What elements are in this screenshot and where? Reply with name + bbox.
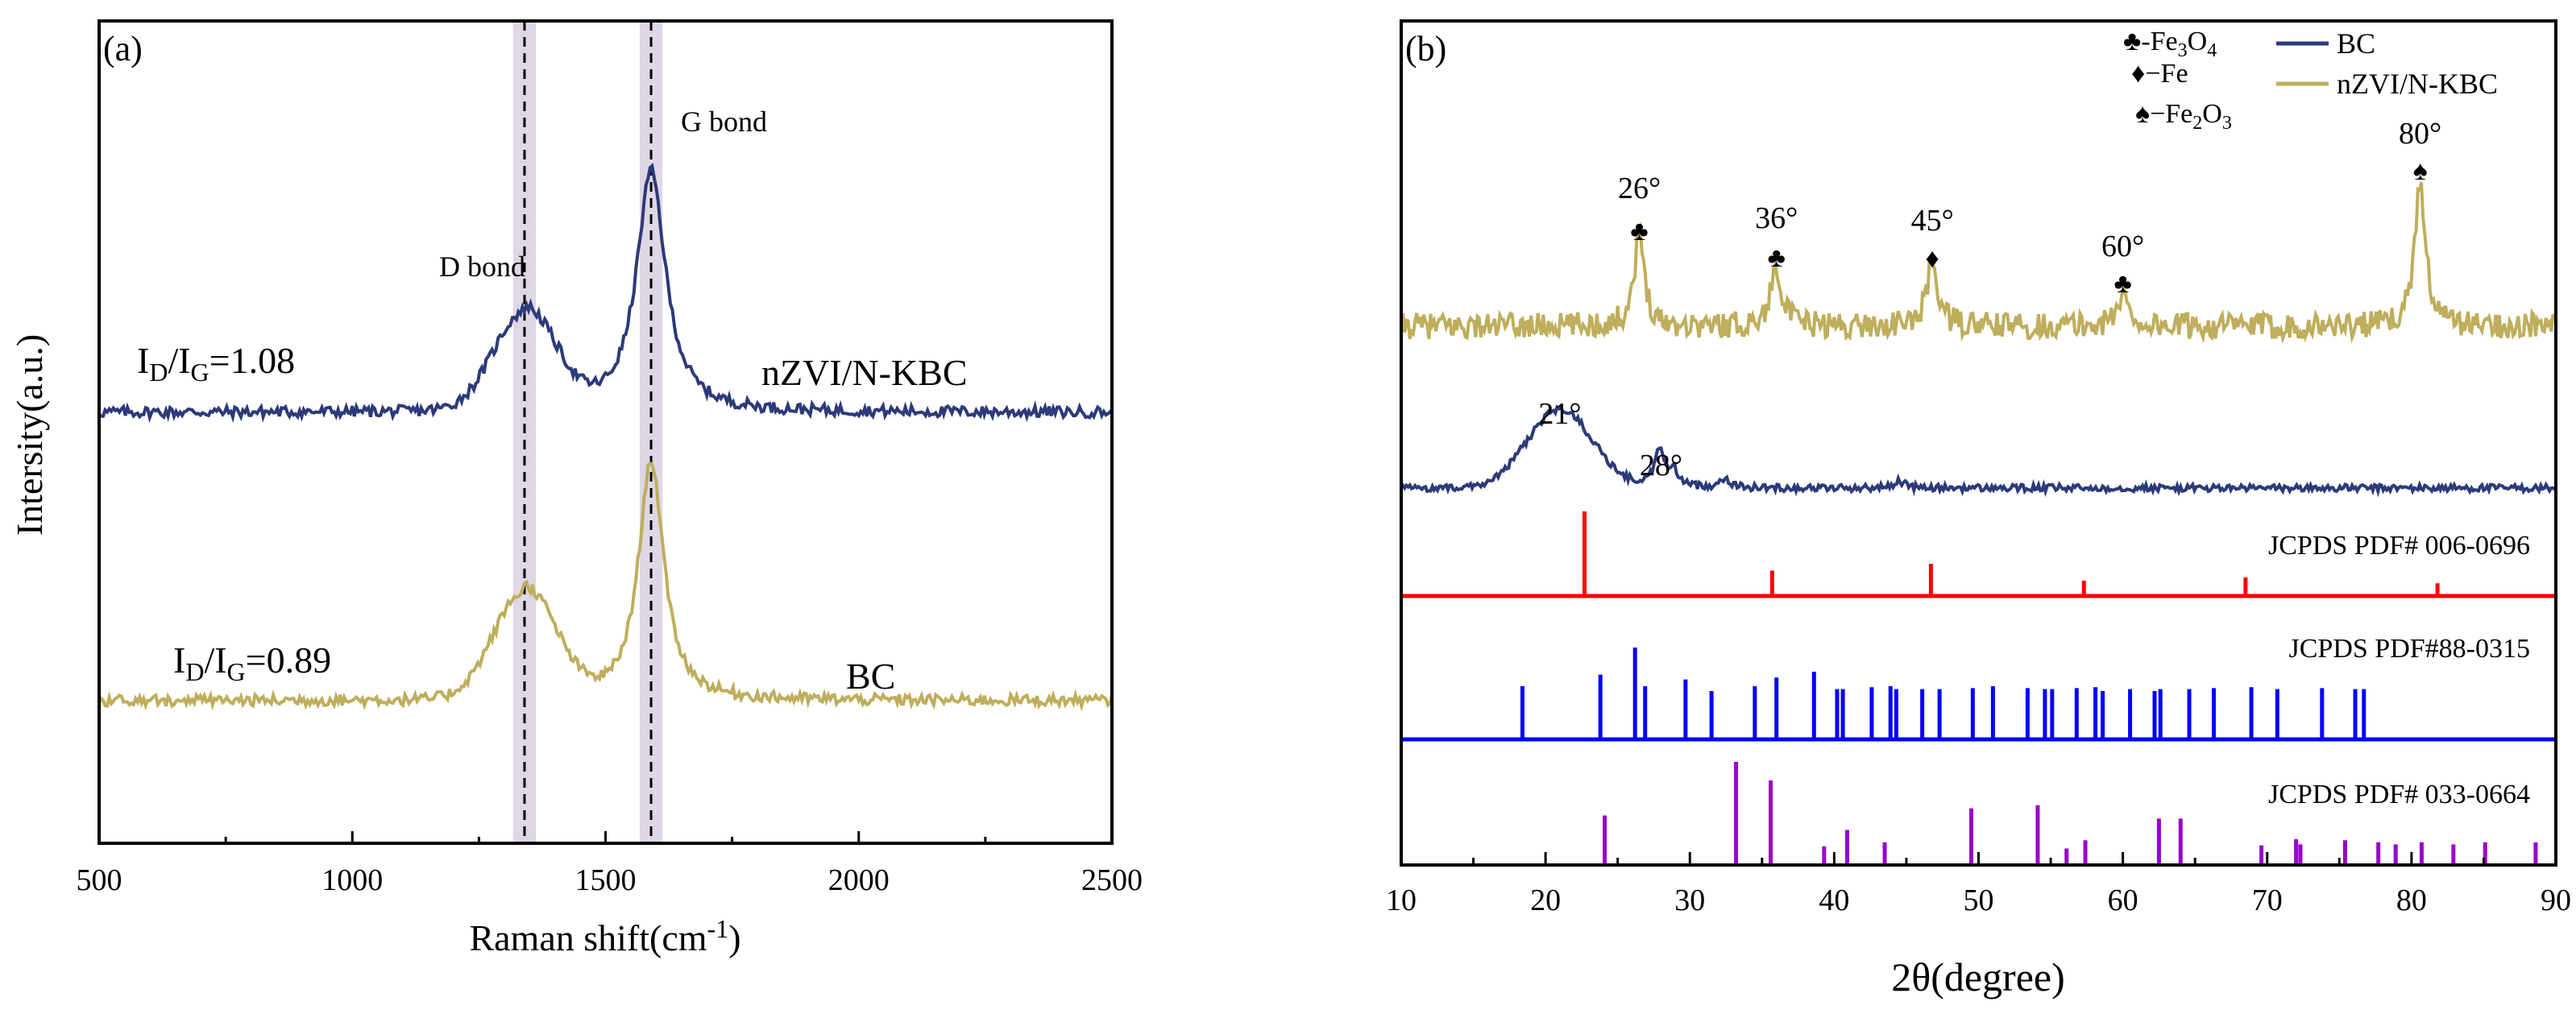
x-tick-label-b: 40 (1819, 884, 1849, 917)
band-center-lines (523, 21, 653, 843)
reference-label: JCPDS PDF# 033-0664 (2268, 780, 2530, 809)
raman-series (97, 163, 1114, 712)
g-band-label: G bond (681, 106, 767, 138)
x-tick-label-b: 90 (2541, 884, 2571, 917)
id-ig-ratio-bottom: ID/IG=0.89 (173, 639, 331, 686)
series-label-nzvi: nZVI/N-KBC (761, 352, 968, 393)
reference-pattern-2: JCPDS PDF#88-0315 (1401, 634, 2556, 742)
plot-frame-a (97, 19, 1114, 845)
x-tick-label-a: 2500 (1081, 863, 1143, 897)
peak-angle-label: 45° (1911, 204, 1954, 238)
x-tick-label-b: 30 (1674, 884, 1705, 917)
x-axis-label-b: 2θ(degree) (1891, 954, 2064, 1000)
xrd-line-bc (1400, 403, 2556, 498)
legend-fe2o3: ♠−Fe2O3 (2135, 99, 2232, 134)
x-axis-label-a: Raman shift(cm-1) (469, 914, 740, 958)
panel-label-b: (b) (1405, 29, 1446, 68)
d-band-label: D bond (439, 250, 525, 283)
panel-label-a: (a) (103, 29, 143, 68)
peak-angle-label: 28° (1640, 449, 1682, 482)
reference-label: JCPDS PDF#88-0315 (2289, 634, 2530, 664)
peak-angle-label: 60° (2101, 230, 2144, 263)
y-axis-label-a: Intersity(a.u.) (9, 334, 50, 536)
x-tick-label-b: 80 (2396, 884, 2427, 917)
series-label-bc: BC (846, 656, 895, 697)
reference-pattern-1: JCPDS PDF# 006-0696 (1401, 511, 2556, 598)
peak-angle-label: 80° (2399, 117, 2441, 151)
peak-phase-symbol: ♦ (1926, 244, 1939, 274)
reference-pattern-3: JCPDS PDF# 033-0664 (1603, 762, 2538, 865)
peak-labels: 26° ♣ 36° ♣ 45° ♦ 60° ♣ 80° ♠ 21° 28° (1538, 117, 2441, 482)
peak-phase-symbol: ♠ (2413, 156, 2428, 186)
x-axis-ticks-b: 10 20 30 40 50 60 70 80 90 (1386, 852, 2571, 917)
panel-a-raman: 500 1000 1500 2000 2500 (a) D bond G bond ID… (9, 19, 1143, 958)
x-tick-label-a: 1500 (575, 863, 637, 897)
x-tick-label-a: 1000 (321, 863, 383, 897)
legend-fe: ♦−Fe (2131, 59, 2188, 89)
x-tick-label-b: 20 (1530, 884, 1561, 917)
reference-patterns: JCPDS PDF# 006-0696 JCPDS PDF#88-0315 JCPD… (1401, 511, 2556, 865)
x-tick-label-b: 70 (2252, 884, 2283, 917)
reference-label: JCPDS PDF# 006-0696 (2268, 531, 2530, 561)
legend-fe3o4: ♣-Fe3O4 (2123, 27, 2217, 61)
legend-label-bc: BC (2337, 27, 2375, 60)
id-ig-ratio-top: ID/IG=1.08 (137, 340, 295, 387)
peak-phase-symbol: ♣ (1630, 217, 1648, 246)
xrd-series (1400, 181, 2557, 498)
x-tick-label-b: 10 (1386, 884, 1417, 917)
x-tick-label-a: 500 (77, 863, 122, 897)
panel-b-xrd: JCPDS PDF# 006-0696 JCPDS PDF#88-0315 JCPD… (1386, 19, 2571, 1000)
legend: ♣-Fe3O4 ♦−Fe ♠−Fe2O3 BC nZVI/N-KBC (2123, 27, 2498, 134)
peak-angle-label: 26° (1618, 172, 1661, 205)
highlight-bands (512, 21, 663, 843)
x-tick-label-b: 60 (2108, 884, 2138, 917)
x-tick-label-a: 2000 (828, 863, 890, 897)
peak-angle-label: 21° (1538, 397, 1581, 431)
series-line-nzvi (97, 163, 1114, 424)
peak-phase-symbol: ♣ (2113, 269, 2131, 299)
series-line-bc (97, 461, 1114, 712)
x-tick-label-b: 50 (1964, 884, 1994, 917)
legend-label-nzvi: nZVI/N-KBC (2337, 68, 2498, 100)
x-axis-ticks-a: 500 1000 1500 2000 2500 (77, 831, 1143, 897)
xrd-line-nzvi (1400, 181, 2557, 344)
peak-phase-symbol: ♣ (1768, 243, 1786, 273)
peak-angle-label: 36° (1755, 201, 1798, 235)
